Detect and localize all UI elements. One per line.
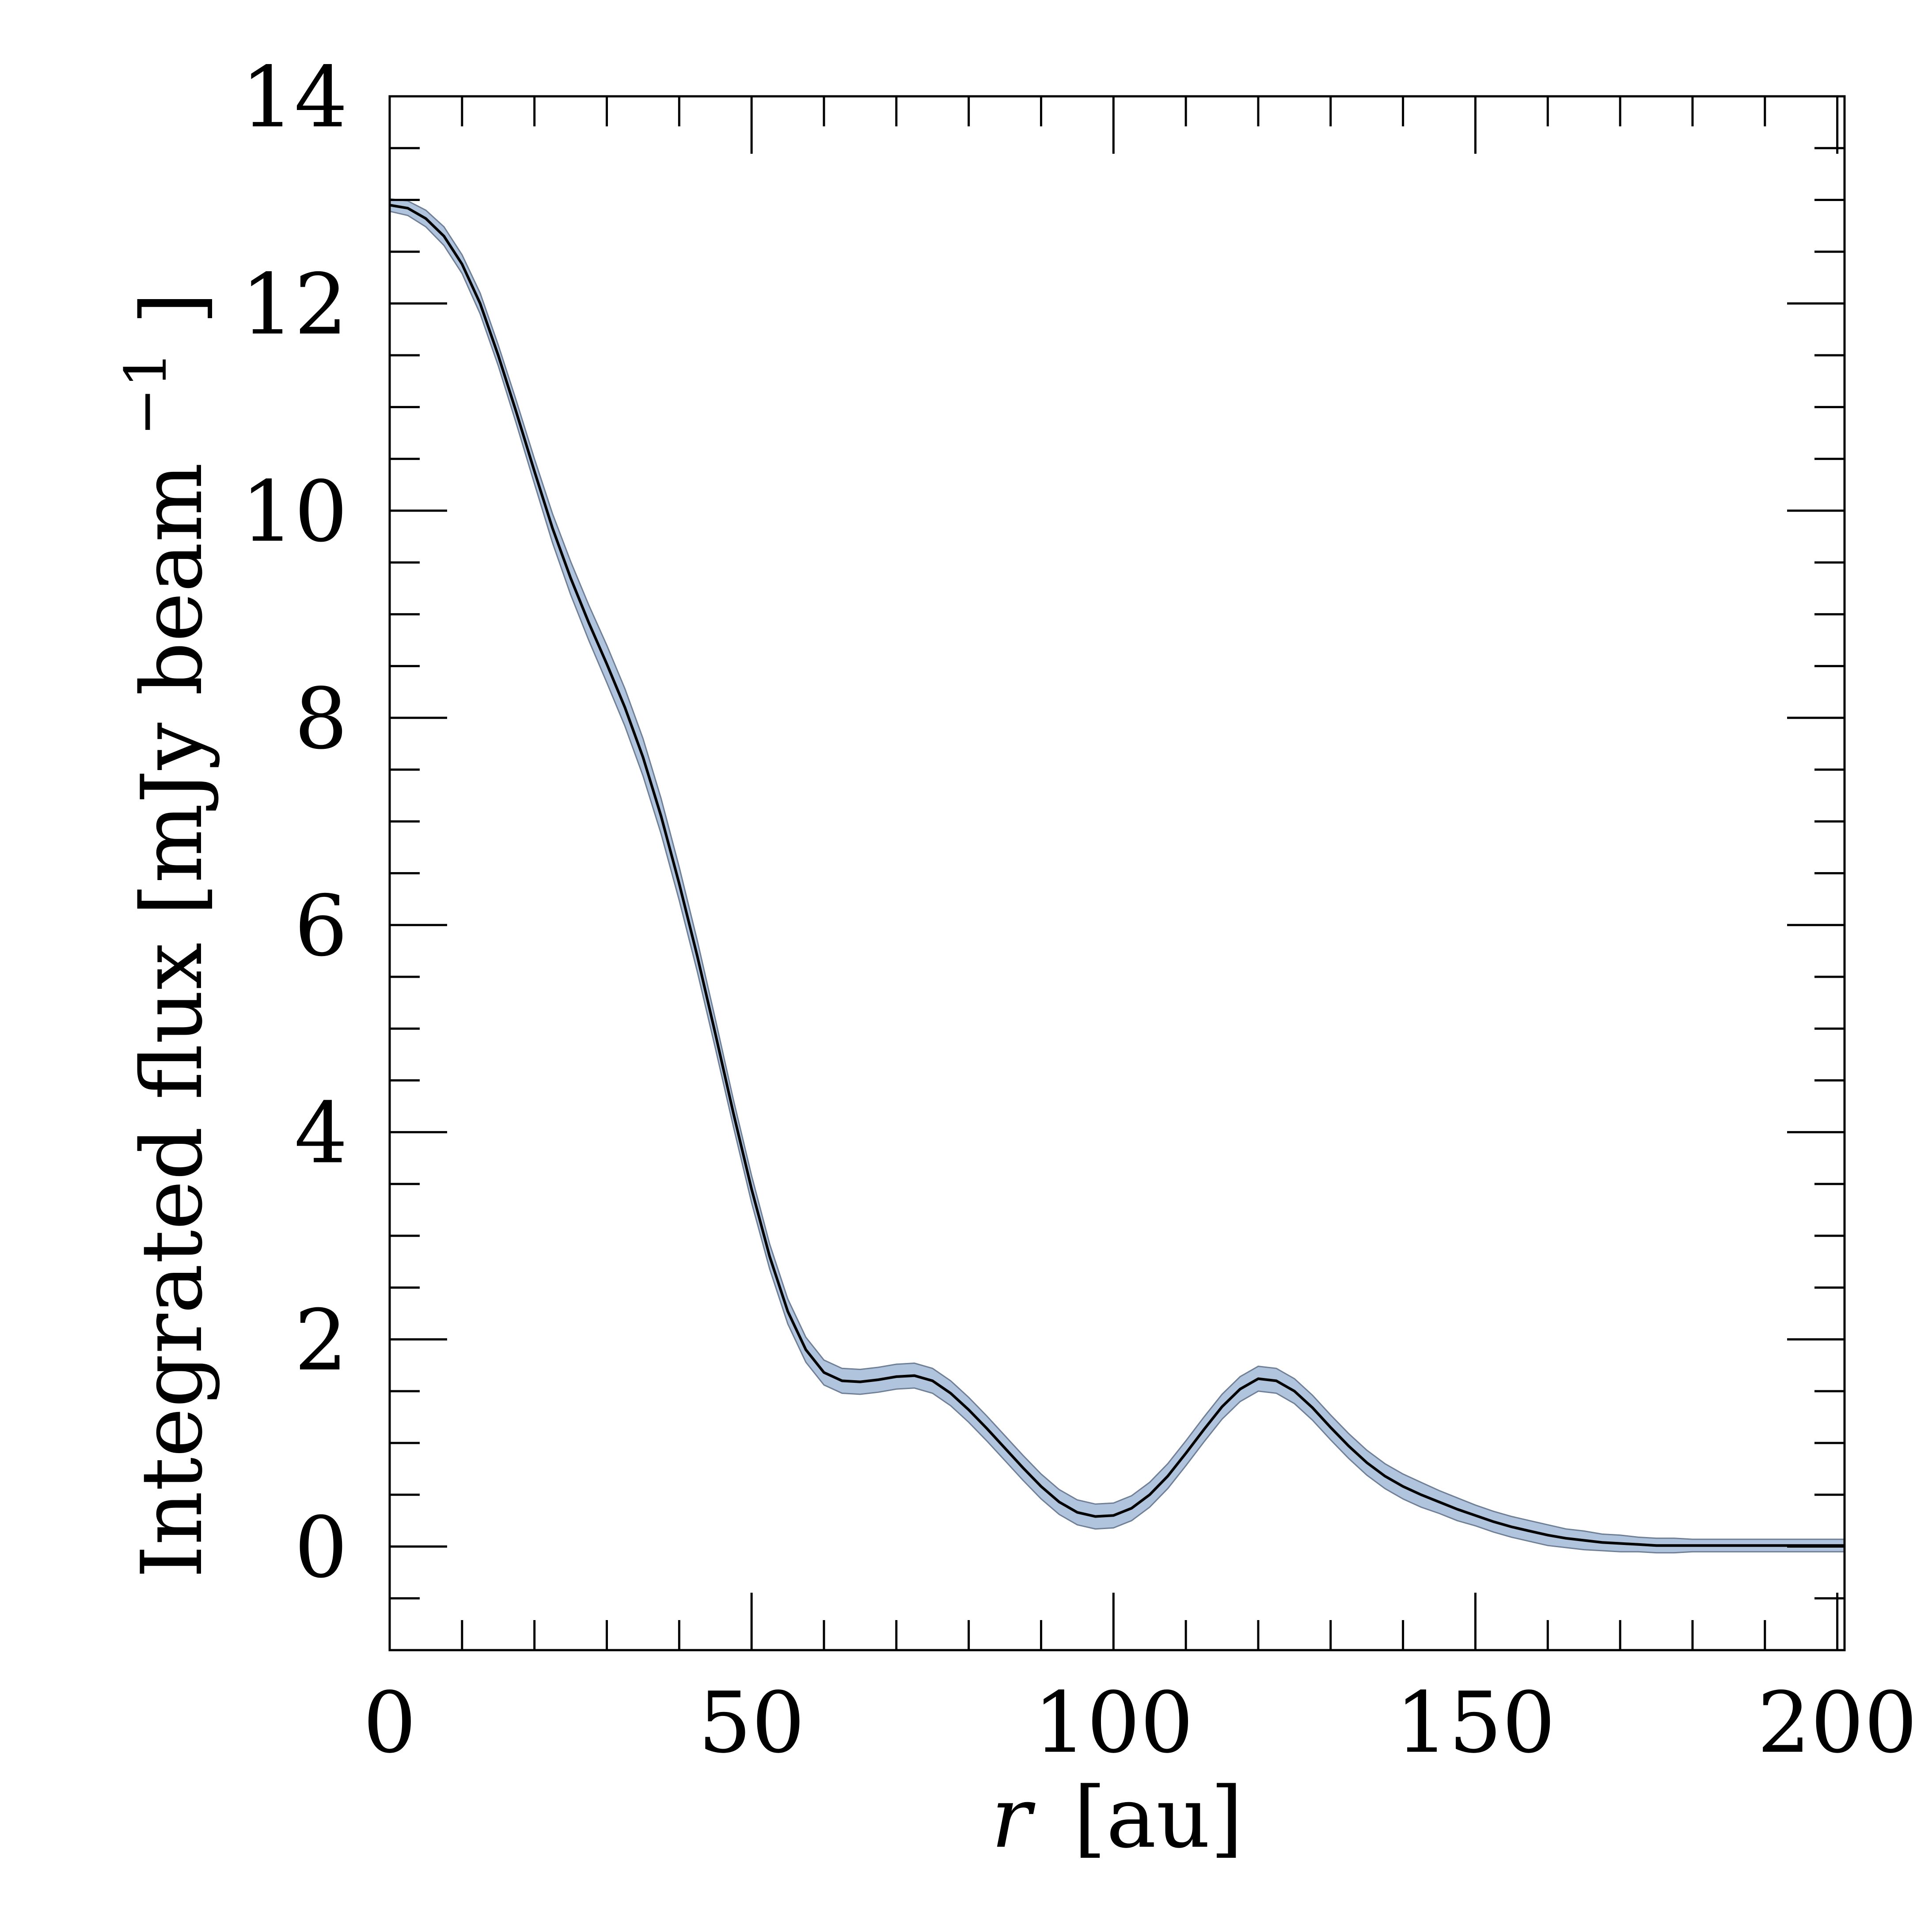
x-tick-label: 150 — [1395, 1674, 1556, 1772]
x-axis-label: r [au] — [991, 1769, 1243, 1867]
y-tick-label: 14 — [241, 49, 348, 146]
tick-labels: 0 50 100 150 200 0 2 4 6 8 10 12 14 — [241, 49, 1917, 1772]
y-tick-label: 12 — [241, 256, 348, 353]
y-tick-label: 6 — [294, 877, 348, 975]
series-line — [389, 204, 1845, 1547]
y-tick-label: 4 — [294, 1085, 348, 1182]
y-axis-label-text: Integrated flux [mJy beam — [123, 463, 221, 1578]
x-tick-label: 0 — [363, 1674, 417, 1772]
uncertainty-band — [389, 198, 1845, 1554]
x-tick-label: 100 — [1033, 1674, 1194, 1772]
tick-marks — [388, 95, 1845, 1651]
plot-frame — [388, 95, 1846, 1651]
x-axis-variable: r — [991, 1769, 1036, 1867]
x-tick-label: 200 — [1757, 1674, 1917, 1772]
y-axis-label-superscript: −1 — [112, 351, 179, 436]
y-tick-label: 10 — [241, 463, 348, 561]
plot-area — [389, 198, 1845, 1554]
x-axis-unit: [au] — [1074, 1769, 1243, 1867]
y-axis-label-bracket: ] — [123, 292, 221, 325]
y-tick-label: 2 — [294, 1292, 348, 1389]
y-tick-label: 0 — [294, 1499, 348, 1597]
y-axis-label: Integrated flux [mJy beam −1 ] — [88, 292, 221, 1579]
x-tick-label: 50 — [698, 1674, 805, 1772]
y-tick-label: 8 — [294, 670, 348, 768]
